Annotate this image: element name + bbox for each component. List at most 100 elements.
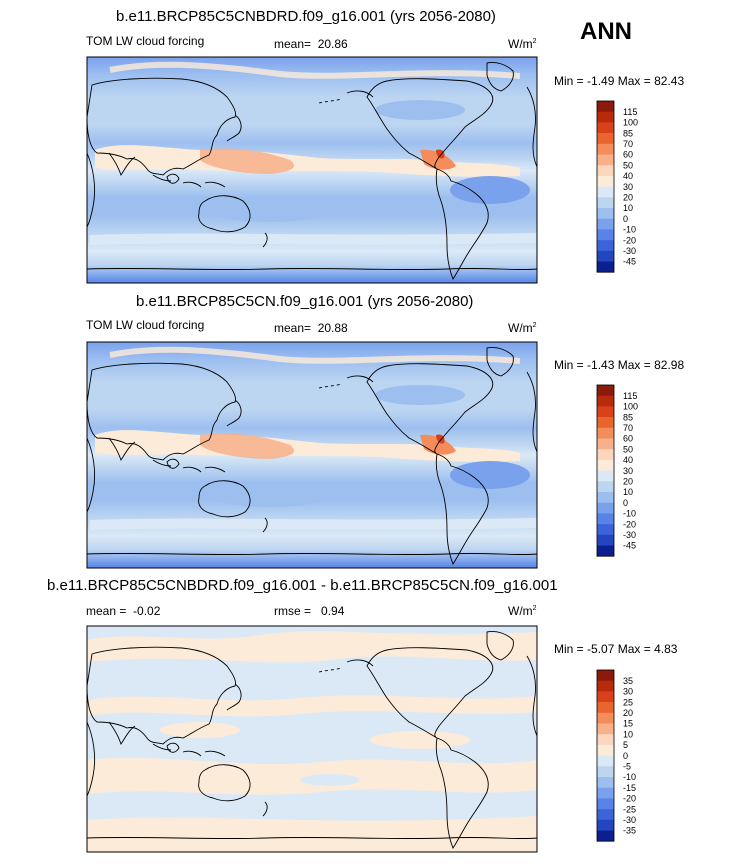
panel-2-mean: mean= 20.88 (274, 321, 348, 335)
colorbar-3-label-9: -10 (623, 772, 636, 782)
panel-1-min-label: Min = (554, 74, 584, 88)
panel-3-min-label: Min = (554, 642, 584, 656)
colorbar-1-label-9: 10 (623, 203, 633, 213)
colorbar-3-label-12: -25 (623, 804, 636, 814)
colorbar-1-box-0 (597, 101, 614, 112)
panel-3-mean: mean = -0.02 (86, 604, 160, 618)
colorbar-1-box-7 (597, 175, 614, 187)
colorbar-3-box-1 (597, 680, 614, 692)
colorbar-3-box-8 (597, 755, 614, 767)
colorbar-1-label-1: 100 (623, 118, 638, 128)
map-3 (86, 625, 538, 853)
colorbar-2-box-8 (597, 470, 614, 482)
colorbar-1-box-3 (597, 133, 614, 145)
colorbar-3-frame (596, 669, 615, 842)
colorbar-2-box-10 (597, 492, 614, 503)
panel-1-max-label: Max = (617, 74, 651, 88)
colorbar-1-label-14: -45 (623, 257, 636, 267)
panel-2-min: -1.43 (587, 358, 615, 372)
colorbar-3-label-4: 15 (623, 719, 633, 729)
colorbar-1-label-3: 70 (623, 139, 633, 149)
colorbar-1-label-8: 20 (623, 193, 633, 203)
colorbar-2-label-11: -10 (623, 509, 636, 519)
panel-1-mean-label: mean= (274, 37, 312, 51)
panel-2-title: b.e11.BRCP85C5CN.f09_g16.001 (yrs 2056-2… (136, 293, 474, 310)
panel-2-max-label: Max = (617, 358, 651, 372)
colorbar-2-label-14: -45 (623, 541, 636, 551)
colorbar-1-box-4 (597, 143, 614, 155)
colorbar-1-box-2 (597, 122, 614, 134)
panel-3-mean-label: mean = (86, 604, 127, 618)
colorbar-2-label-5: 50 (623, 444, 633, 454)
colorbar-3-label-0: 35 (623, 676, 633, 686)
colorbar-2-label-10: 0 (623, 498, 628, 508)
colorbar-3-box-11 (597, 787, 614, 799)
panel-1-units: W/m2 (508, 37, 537, 51)
colorbar-3-label-1: 30 (623, 687, 633, 697)
colorbar-3-box-9 (597, 766, 614, 778)
colorbar-1-label-2: 85 (623, 128, 633, 138)
panel-2-units-base: W/m (508, 321, 533, 335)
colorbar-2-box-9 (597, 481, 614, 493)
colorbar-2-box-5 (597, 438, 614, 450)
colorbar-3-box-12 (597, 798, 614, 810)
colorbar-2-box-3 (597, 417, 614, 429)
season-label: ANN (580, 18, 632, 45)
panel-2-variable: TOM LW cloud forcing (86, 318, 205, 332)
colorbar-2-label-2: 85 (623, 412, 633, 422)
colorbar-3-label-5: 10 (623, 729, 633, 739)
panel-1-max: 82.43 (654, 74, 685, 88)
colorbar-2-label-4: 60 (623, 434, 633, 444)
colorbar-3-box-6 (597, 734, 614, 746)
colorbar-3-label-7: 0 (623, 751, 628, 761)
colorbar-3-box-10 (597, 777, 614, 788)
colorbar-1-box-12 (597, 229, 614, 241)
colorbar-2-box-6 (597, 449, 614, 461)
colorbar-2-label-6: 40 (623, 455, 633, 465)
colorbar-2-label-8: 20 (623, 477, 633, 487)
panel-1-mean: mean= 20.86 (274, 37, 348, 51)
colorbar-1-label-7: 30 (623, 182, 633, 192)
panel-3-mean-value: -0.02 (133, 604, 161, 618)
panel-3-rmse: rmse = 0.94 (274, 604, 344, 618)
colorbar-1-label-0: 115 (623, 107, 637, 117)
panel-3-min: -5.07 (587, 642, 615, 656)
panel-1-units-exp: 2 (532, 38, 537, 45)
colorbar-1-box-9 (597, 197, 614, 209)
colorbar-1-box-14 (597, 250, 614, 262)
colorbar-1-box-6 (597, 165, 614, 177)
colorbar-3-label-6: 5 (623, 740, 628, 750)
colorbar-3-label-3: 20 (623, 708, 633, 718)
colorbar-1-label-12: -20 (623, 235, 636, 245)
colorbar-3-label-14: -35 (623, 826, 636, 836)
panel-1-units-base: W/m (508, 37, 533, 51)
panel-1-mean-value: 20.86 (317, 37, 348, 51)
colorbar-3-box-15 (597, 830, 614, 842)
panel-2-mean-value: 20.88 (317, 321, 348, 335)
colorbar-1-label-4: 60 (623, 150, 633, 160)
colorbar-3-label-8: -5 (623, 762, 631, 772)
colorbar-3-box-0 (597, 670, 614, 681)
colorbar-2-label-3: 70 (623, 423, 633, 433)
colorbar-1-box-13 (597, 240, 614, 252)
panel-1-min: -1.49 (587, 74, 615, 88)
panel-2-mean-label: mean= (274, 321, 312, 335)
colorbar-1-label-13: -30 (623, 246, 636, 256)
colorbar-3-box-7 (597, 744, 614, 756)
colorbar-3-label-2: 25 (623, 697, 633, 707)
colorbar-3-label-13: -30 (623, 815, 636, 825)
panel-1-variable: TOM LW cloud forcing (86, 34, 205, 48)
panel-3-units-exp: 2 (532, 605, 537, 612)
panel-2-minmax: Min = -1.43 Max = 82.98 (554, 358, 684, 372)
colorbar-1-box-11 (597, 218, 614, 230)
panel-3-title: b.e11.BRCP85C5CNBDRD.f09_g16.001 - b.e11… (47, 577, 558, 594)
colorbar-2-box-11 (597, 502, 614, 514)
colorbar-3-label-10: -15 (623, 783, 636, 793)
colorbar-2-box-2 (597, 406, 614, 418)
colorbar-3-label-11: -20 (623, 794, 636, 804)
colorbar-2-label-12: -20 (623, 519, 636, 529)
